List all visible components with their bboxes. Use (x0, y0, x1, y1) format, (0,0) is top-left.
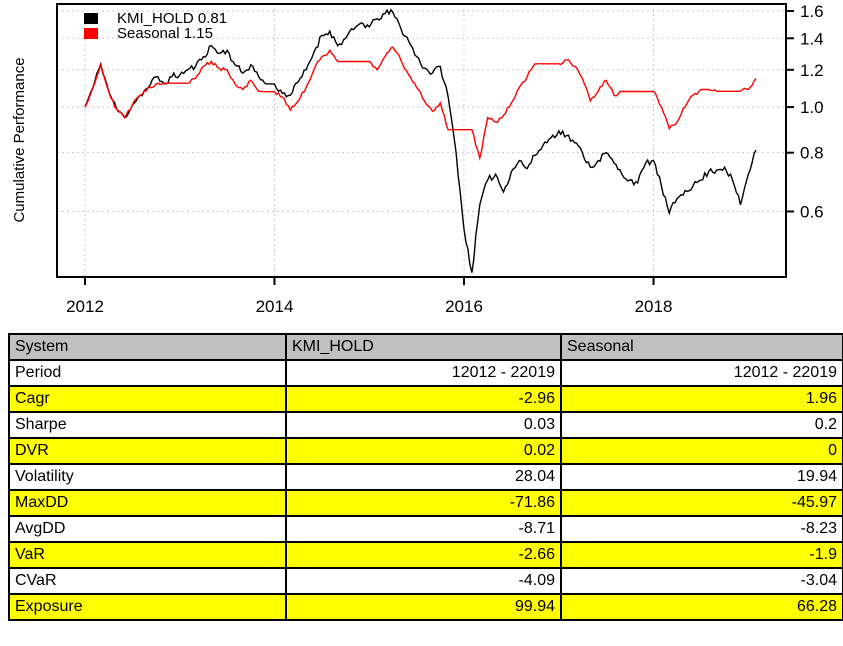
metric-label: DVR (8, 437, 287, 465)
metric-label: Sharpe (8, 411, 287, 439)
x-tick-label: 2018 (635, 297, 673, 316)
series-kmi_hold-line (84, 8, 757, 273)
stats-table-body: Period 12012 - 22019 12012 - 22019 Cagr -2.9… (8, 359, 843, 621)
table-row-exposure: Exposure 99.94 66.28 (8, 593, 843, 621)
metric-label: AvgDD (8, 515, 287, 543)
legend-label-seasonal: Seasonal 1.15 (117, 25, 213, 42)
y-tick-label: 1.4 (800, 29, 824, 48)
metric-value-seasonal: 0.2 (560, 411, 843, 439)
metric-value-seasonal: 19.94 (560, 463, 843, 491)
series-seasonal-line (84, 46, 757, 161)
col-header-system: System (8, 333, 287, 361)
series-lines (84, 8, 757, 273)
y-tick-label: 1.0 (800, 98, 824, 117)
metric-label: Period (8, 359, 287, 387)
metric-value-kmi_hold: -4.09 (285, 567, 562, 595)
table-row-cagr: Cagr -2.96 1.96 (8, 385, 843, 413)
table-row-dvr: DVR 0.02 0 (8, 437, 843, 465)
metric-value-seasonal: 66.28 (560, 593, 843, 621)
legend-swatch-kmi_hold (84, 13, 98, 24)
table-row-sharpe: Sharpe 0.03 0.2 (8, 411, 843, 439)
y-tick-label: 0.8 (800, 144, 824, 163)
metric-value-kmi_hold: -8.71 (285, 515, 562, 543)
metric-value-kmi_hold: 99.94 (285, 593, 562, 621)
metric-value-kmi_hold: -2.66 (285, 541, 562, 569)
metric-value-seasonal: 0 (560, 437, 843, 465)
x-tick-label: 2016 (445, 297, 483, 316)
table-row-maxdd: MaxDD -71.86 -45.97 (8, 489, 843, 517)
y-axis-title: Cumulative Performance (11, 57, 28, 222)
metric-label: CVaR (8, 567, 287, 595)
y-tick-label: 1.2 (800, 61, 824, 80)
performance-chart: 2012 2014 2016 2018 1.6 1.4 1.2 1.0 0.8 0.6 Cumula… (11, 2, 824, 316)
metric-value-kmi_hold: -71.86 (285, 489, 562, 517)
metric-value-kmi_hold: -2.96 (285, 385, 562, 413)
x-tick-label: 2012 (66, 297, 104, 316)
metric-value-kmi_hold: 0.03 (285, 411, 562, 439)
y-tick-label: 0.6 (800, 202, 824, 221)
metric-value-kmi_hold: 0.02 (285, 437, 562, 465)
col-header-seasonal: Seasonal (560, 333, 843, 361)
legend-swatch-seasonal (84, 28, 98, 39)
metric-value-kmi_hold: 28.04 (285, 463, 562, 491)
metric-label: Volatility (8, 463, 287, 491)
plot-border (56, 3, 787, 278)
table-row-period: Period 12012 - 22019 12012 - 22019 (8, 359, 843, 387)
metric-label: VaR (8, 541, 287, 569)
table-row-volatility: Volatility 28.04 19.94 (8, 463, 843, 491)
metric-value-kmi_hold: 12012 - 22019 (285, 359, 562, 387)
metric-value-seasonal: -1.9 (560, 541, 843, 569)
metric-label: Cagr (8, 385, 287, 413)
table-row-var: VaR -2.66 -1.9 (8, 541, 843, 569)
table-row-avgdd: AvgDD -8.71 -8.23 (8, 515, 843, 543)
legend-label-kmi_hold: KMI_HOLD 0.81 (117, 10, 227, 27)
metric-value-seasonal: -3.04 (560, 567, 843, 595)
metric-value-seasonal: -45.97 (560, 489, 843, 517)
metric-value-seasonal: 1.96 (560, 385, 843, 413)
stats-header-row: System KMI_HOLD Seasonal (8, 333, 843, 361)
metric-label: MaxDD (8, 489, 287, 517)
metric-value-seasonal: -8.23 (560, 515, 843, 543)
metric-value-seasonal: 12012 - 22019 (560, 359, 843, 387)
grid (57, 4, 786, 277)
y-tick-label: 1.6 (800, 2, 824, 21)
metric-label: Exposure (8, 593, 287, 621)
col-header-kmi_hold: KMI_HOLD (285, 333, 562, 361)
y-axis: 1.6 1.4 1.2 1.0 0.8 0.6 (786, 2, 824, 221)
performance-chart-svg: 2012 2014 2016 2018 1.6 1.4 1.2 1.0 0.8 0.6 Cumula… (11, 2, 824, 316)
x-tick-label: 2014 (256, 297, 294, 316)
table-row-cvar: CVaR -4.09 -3.04 (8, 567, 843, 595)
x-axis: 2012 2014 2016 2018 (66, 277, 672, 316)
stats-table: System KMI_HOLD Seasonal Period 12012 - 220… (8, 333, 843, 621)
